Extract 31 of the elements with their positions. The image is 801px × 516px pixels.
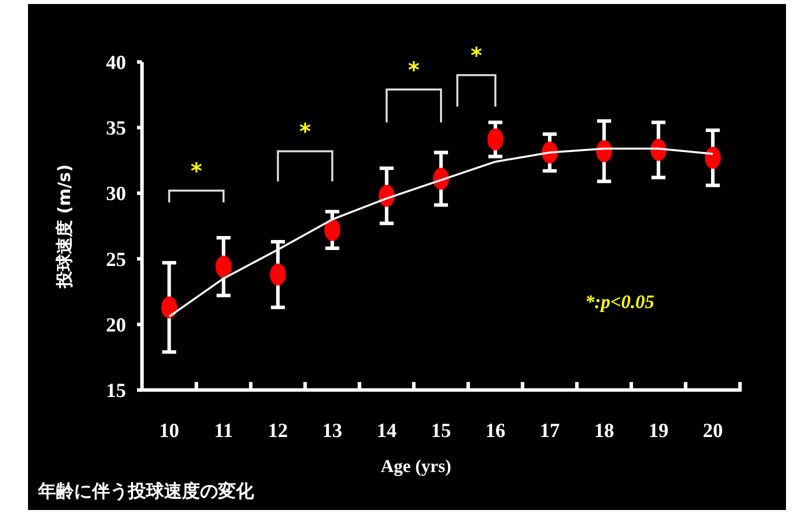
- point: [704, 146, 721, 169]
- x-tick-label: 13: [322, 420, 342, 442]
- x-tick-label: 15: [431, 420, 451, 442]
- annotation: *: [408, 58, 420, 84]
- annotation: *: [470, 44, 483, 70]
- x-tick-label: 10: [159, 420, 180, 442]
- x-tick-label: 12: [268, 420, 288, 442]
- point: [161, 296, 178, 318]
- y-tick-label: 35: [106, 118, 126, 140]
- x-axis-title: Age (yrs): [380, 456, 452, 476]
- x-tick-label: 17: [540, 420, 560, 442]
- point: [216, 256, 232, 278]
- y-tick-label: 30: [106, 183, 126, 206]
- y-tick-label: 20: [106, 314, 126, 336]
- y-axis-title: 投球速度 (m/s): [55, 164, 75, 289]
- x-tick-label: 18: [594, 420, 614, 442]
- y-tick-label: 40: [106, 52, 126, 74]
- x-tick-label: 16: [485, 420, 506, 442]
- point: [324, 218, 340, 241]
- x-tick-label: 19: [648, 420, 668, 442]
- annotation: *: [190, 160, 203, 185]
- point: [487, 128, 504, 150]
- annotation: *: [299, 120, 312, 146]
- x-tick-label: 14: [376, 420, 397, 442]
- text: 年齢に伴う投球速度の変化: [37, 481, 255, 502]
- y-tick-label: 25: [106, 248, 126, 271]
- annotation: *:p<0.05: [585, 292, 655, 313]
- y-tick-label: 15: [106, 380, 126, 402]
- x-tick-label: 20: [702, 420, 723, 442]
- x-tick-label: 11: [214, 420, 233, 442]
- point: [270, 264, 286, 286]
